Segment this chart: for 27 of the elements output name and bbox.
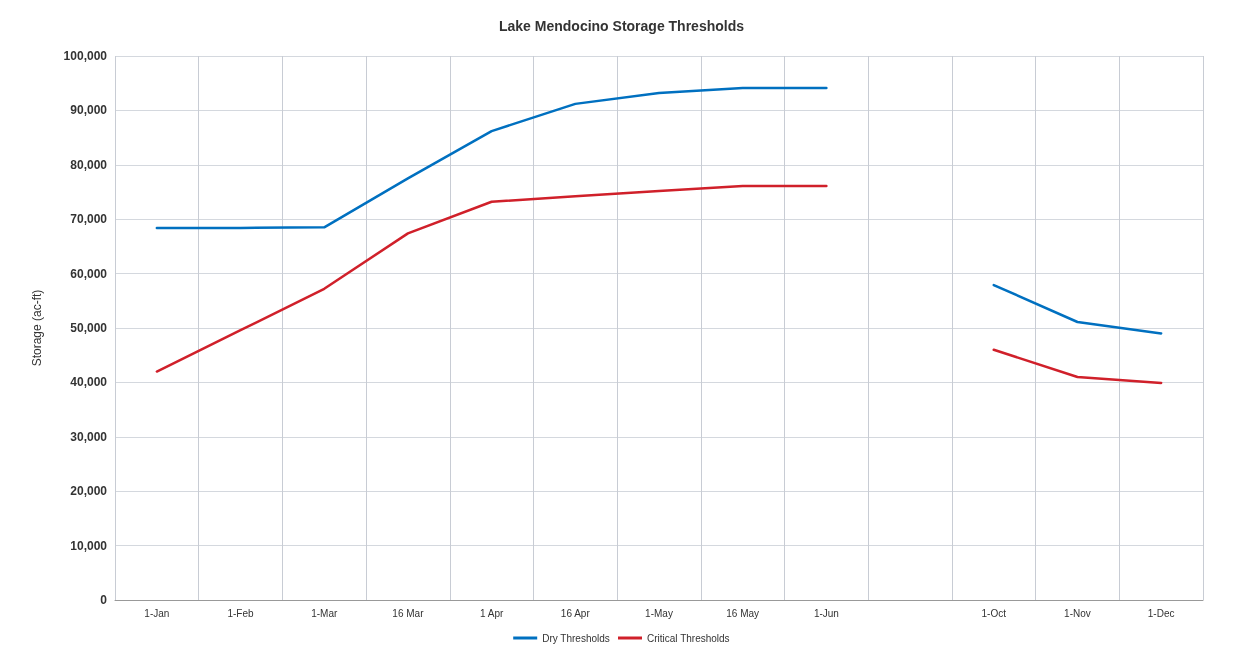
x-tick-label: 1-May — [645, 607, 673, 619]
y-tick-label: 40,000 — [70, 375, 108, 390]
y-tick-label: 70,000 — [70, 212, 108, 227]
legend-label: Critical Thresholds — [647, 632, 730, 644]
y-tick-label: 60,000 — [70, 266, 108, 281]
y-tick-label: 100,000 — [63, 49, 108, 63]
x-tick-label: 1-Jun — [813, 607, 839, 619]
y-tick-label: 10,000 — [70, 538, 108, 553]
x-tick-label: 16 May — [726, 607, 760, 619]
x-tick-label: 16 Apr — [560, 607, 591, 619]
y-tick-label: 30,000 — [70, 429, 108, 444]
x-tick-label: 1-Dec — [1147, 607, 1175, 619]
x-tick-label: 1-Mar — [311, 607, 338, 619]
chart-title: Lake Mendocino Storage Thresholds — [498, 18, 745, 34]
x-tick-label: 1 Apr — [479, 607, 504, 619]
legend-label: Dry Thresholds — [542, 632, 610, 644]
x-tick-label: 1-Oct — [981, 607, 1007, 619]
x-tick-label: 1-Feb — [227, 607, 255, 619]
y-axis-title: Storage (ac-ft) — [30, 289, 44, 367]
x-tick-label: 16 Mar — [392, 607, 425, 619]
y-tick-label: 50,000 — [70, 321, 108, 335]
x-tick-label: 1-Jan — [144, 607, 170, 619]
y-tick-label: 80,000 — [70, 157, 108, 172]
y-tick-label: 20,000 — [70, 484, 108, 499]
y-tick-label: 90,000 — [70, 103, 108, 118]
y-tick-label: 0 — [100, 593, 108, 607]
x-tick-label: 1-Nov — [1064, 607, 1091, 619]
